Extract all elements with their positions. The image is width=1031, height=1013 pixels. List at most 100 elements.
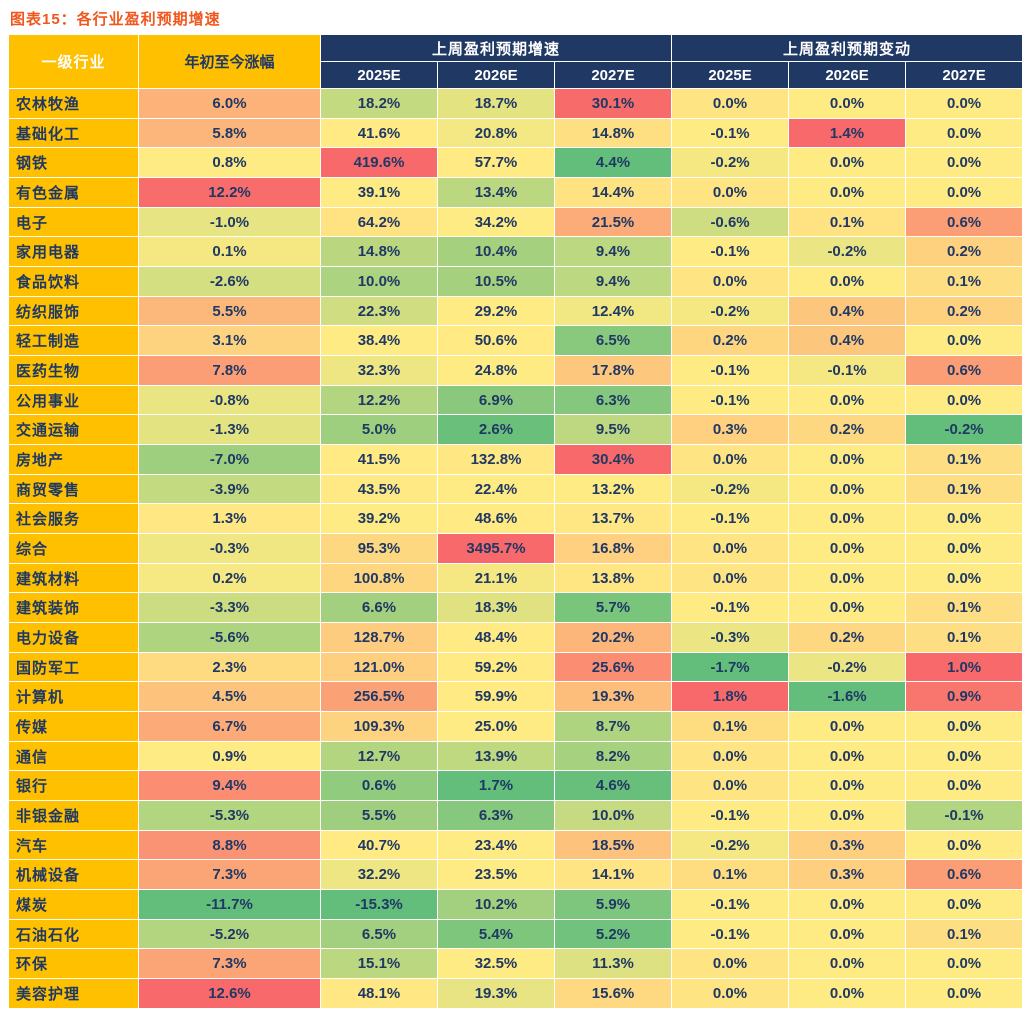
table-header: 一级行业 年初至今涨幅 上周盈利预期增速 上周盈利预期变动 2025E 2026… — [8, 34, 1024, 89]
value-cell: 14.4% — [553, 177, 673, 208]
group-header-row: 一级行业 年初至今涨幅 上周盈利预期增速 上周盈利预期变动 — [8, 34, 1024, 89]
value-cell: 0.2% — [788, 622, 907, 653]
value-cell: 8.2% — [553, 740, 673, 772]
value-cell: 0.0% — [905, 147, 1024, 179]
industry-cell: 家用电器 — [8, 236, 139, 268]
value-cell: 0.0% — [788, 177, 907, 208]
year-header-row: 2025E 2026E 2027E 2025E 2026E 2027E — [9, 61, 1024, 89]
value-cell: 11.3% — [553, 948, 673, 980]
industry-cell: 有色金属 — [8, 177, 139, 208]
value-cell: 0.0% — [671, 533, 790, 564]
industry-cell: 环保 — [8, 948, 139, 980]
table-body: 农林牧渔 6.0% 18.2% 18.7% 30.1% 0.0% 0.0% 0.0% 基础化工 5… — [8, 88, 1024, 1009]
value-cell: 13.7% — [553, 503, 673, 535]
value-cell: 41.6% — [320, 117, 438, 149]
table-row: 纺织服饰 5.5% 22.3% 29.2% 12.4% -0.2% 0.4% 0.2% — [8, 295, 1024, 327]
value-cell: 22.3% — [320, 295, 438, 327]
value-cell: 0.0% — [788, 444, 907, 475]
value-cell: 0.0% — [788, 562, 907, 594]
industry-cell: 食品饮料 — [8, 266, 139, 297]
value-cell: 0.0% — [788, 740, 907, 772]
value-cell: 0.8% — [138, 147, 321, 179]
value-cell: 0.0% — [671, 177, 790, 208]
value-cell: 25.0% — [437, 711, 555, 742]
value-cell: -0.2% — [788, 236, 907, 268]
value-cell: 21.1% — [437, 562, 555, 594]
value-cell: 0.0% — [788, 147, 907, 179]
value-cell: -0.1% — [905, 800, 1024, 831]
value-cell: 10.4% — [437, 236, 555, 268]
value-cell: 17.8% — [553, 355, 673, 386]
industry-cell: 农林牧渔 — [8, 88, 139, 119]
table-row: 房地产 -7.0% 41.5% 132.8% 30.4% 0.0% 0.0% 0.1% — [8, 444, 1024, 475]
value-cell: 16.8% — [553, 533, 673, 564]
value-cell: 4.5% — [138, 681, 321, 713]
value-cell: 0.0% — [788, 711, 907, 742]
value-cell: 39.1% — [320, 177, 438, 208]
value-cell: -5.2% — [138, 918, 321, 950]
value-cell: 0.0% — [905, 711, 1024, 742]
industry-cell: 电子 — [8, 206, 139, 238]
table-row: 汽车 8.8% 40.7% 23.4% 18.5% -0.2% 0.3% 0.0% — [8, 829, 1024, 861]
header-ytd-change: 年初至今涨幅 — [138, 34, 321, 89]
table-row: 电子 -1.0% 64.2% 34.2% 21.5% -0.6% 0.1% 0.6% — [8, 206, 1024, 238]
industry-cell: 通信 — [8, 740, 139, 772]
value-cell: 0.0% — [788, 503, 907, 535]
value-cell: 0.0% — [905, 978, 1024, 1009]
header-change-2027e: 2027E — [905, 61, 1024, 89]
value-cell: 0.2% — [905, 236, 1024, 268]
value-cell: 19.3% — [437, 978, 555, 1009]
industry-cell: 传媒 — [8, 711, 139, 742]
value-cell: -0.1% — [671, 117, 790, 149]
value-cell: 19.3% — [553, 681, 673, 713]
header-growth-group: 上周盈利预期增速 — [319, 34, 673, 62]
value-cell: 0.0% — [788, 266, 907, 297]
value-cell: 121.0% — [320, 651, 438, 683]
value-cell: 0.1% — [788, 206, 907, 238]
industry-cell: 汽车 — [8, 829, 139, 861]
value-cell: 0.0% — [905, 177, 1024, 208]
value-cell: 0.0% — [905, 88, 1024, 119]
value-cell: 39.2% — [320, 503, 438, 535]
value-cell: 6.9% — [437, 384, 555, 416]
value-cell: 0.1% — [905, 622, 1024, 653]
value-cell: 40.7% — [320, 829, 438, 861]
table-row: 国防军工 2.3% 121.0% 59.2% 25.6% -1.7% -0.2% 1.0% — [8, 651, 1024, 683]
value-cell: 0.6% — [905, 859, 1024, 891]
value-cell: 0.9% — [905, 681, 1024, 713]
value-cell: 14.8% — [553, 117, 673, 149]
value-cell: 1.8% — [671, 681, 790, 713]
value-cell: 0.0% — [788, 88, 907, 119]
value-cell: 13.8% — [553, 562, 673, 594]
value-cell: 38.4% — [320, 325, 438, 357]
value-cell: 21.5% — [553, 206, 673, 238]
table-row: 煤炭 -11.7% -15.3% 10.2% 5.9% -0.1% 0.0% 0.0% — [8, 889, 1024, 920]
table-row: 医药生物 7.8% 32.3% 24.8% 17.8% -0.1% -0.1% 0.6% — [8, 355, 1024, 386]
value-cell: -1.7% — [671, 651, 790, 683]
value-cell: 13.2% — [553, 473, 673, 505]
table-row: 商贸零售 -3.9% 43.5% 22.4% 13.2% -0.2% 0.0% 0.1% — [8, 473, 1024, 505]
value-cell: 3.1% — [138, 325, 321, 357]
value-cell: 0.2% — [138, 562, 321, 594]
value-cell: 0.0% — [905, 503, 1024, 535]
value-cell: 2.6% — [437, 414, 555, 446]
value-cell: -0.2% — [788, 651, 907, 683]
table-row: 有色金属 12.2% 39.1% 13.4% 14.4% 0.0% 0.0% 0.0% — [8, 177, 1024, 208]
value-cell: -7.0% — [138, 444, 321, 475]
value-cell: 6.5% — [320, 918, 438, 950]
value-cell: 12.2% — [138, 177, 321, 208]
industry-cell: 医药生物 — [8, 355, 139, 386]
table-row: 机械设备 7.3% 32.2% 23.5% 14.1% 0.1% 0.3% 0.6% — [8, 859, 1024, 891]
value-cell: 48.1% — [320, 978, 438, 1009]
value-cell: 0.0% — [905, 562, 1024, 594]
value-cell: -0.1% — [671, 355, 790, 386]
value-cell: 0.0% — [671, 88, 790, 119]
value-cell: 50.6% — [437, 325, 555, 357]
table-row: 钢铁 0.8% 419.6% 57.7% 4.4% -0.2% 0.0% 0.0% — [8, 147, 1024, 179]
value-cell: -0.2% — [671, 473, 790, 505]
value-cell: 0.0% — [788, 918, 907, 950]
value-cell: 1.0% — [905, 651, 1024, 683]
value-cell: 9.4% — [553, 266, 673, 297]
value-cell: 0.0% — [905, 117, 1024, 149]
industry-earnings-heatmap-table: 一级行业 年初至今涨幅 上周盈利预期增速 上周盈利预期变动 2025E 2026… — [8, 34, 1024, 1009]
